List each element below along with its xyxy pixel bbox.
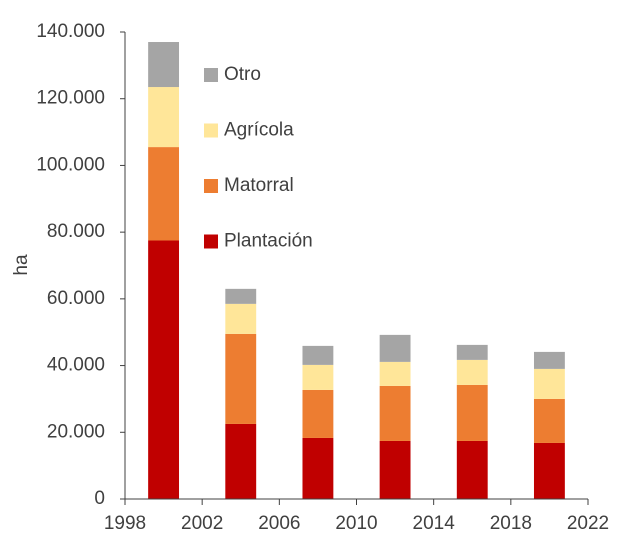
legend-label: Agrícola [224,120,294,141]
bar-segment [379,440,411,499]
y-tick-label: 120.000 [36,88,105,109]
bar-segment [302,345,334,365]
y-tick-label: 60.000 [47,288,105,309]
y-tick-label: 20.000 [47,421,105,442]
bar-segment [225,423,257,499]
x-tick-label: 2018 [490,513,532,534]
legend-swatch [204,234,218,249]
y-tick-label: 0 [94,488,105,509]
bar-segment [379,385,411,441]
bar-segment [148,240,180,499]
y-tick-label: 40.000 [47,355,105,376]
bar-segment [533,442,565,499]
legend-label: Plantación [224,231,313,252]
x-tick-label: 2002 [181,513,223,534]
x-tick-label: 2006 [258,513,300,534]
y-tick-label: 100.000 [36,154,105,175]
bar-segment [148,42,180,88]
legend-label: Otro [224,64,261,85]
legend-swatch [204,179,218,193]
bar-segment [456,384,488,441]
bar-segment [225,288,257,304]
x-tick-label: 2014 [413,513,456,534]
y-axis-label: ha [11,254,32,276]
x-tick-label: 2022 [567,513,609,534]
bar-segment [533,398,565,443]
bar-segment [456,440,488,499]
bar-segment [148,87,180,148]
bar-segment [456,344,488,360]
legend-swatch [204,68,218,82]
bar-segment [533,368,565,399]
bar-segment [379,334,411,362]
legend-swatch [204,123,218,138]
bar-segment [379,361,411,386]
bar-segment [302,389,334,438]
bar-segment [148,147,180,241]
y-tick-label: 80.000 [47,221,105,242]
x-tick-label: 1998 [104,513,146,534]
bar-segment [302,437,334,499]
x-tick-label: 2010 [335,513,377,534]
bar-segment [533,351,565,369]
y-tick-label: 140.000 [36,21,105,42]
bar-segment [456,359,488,385]
bar-segment [225,333,257,424]
legend-label: Matorral [224,175,294,196]
bar-segment [302,364,334,390]
bar-segment [225,303,257,334]
